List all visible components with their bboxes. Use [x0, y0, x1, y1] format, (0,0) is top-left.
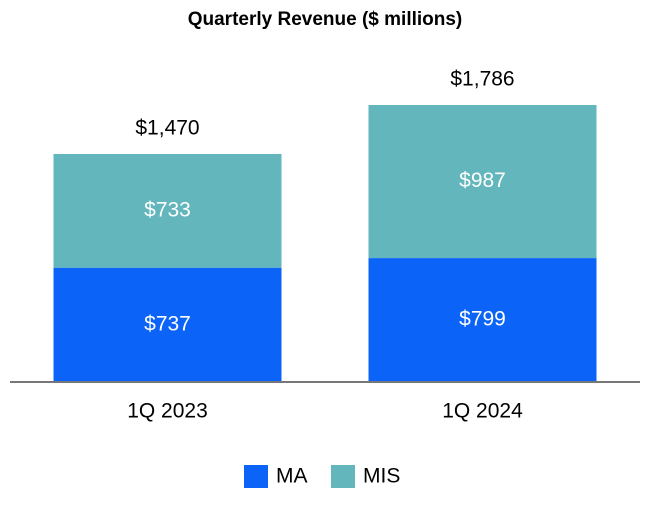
legend-swatch	[244, 465, 268, 488]
segment-label: $987	[459, 169, 506, 192]
bar-segment	[368, 258, 597, 382]
chart-title: Quarterly Revenue ($ millions)	[188, 9, 463, 30]
legend-label: MIS	[363, 465, 400, 488]
segment-label: $799	[459, 308, 506, 331]
legend-swatch	[331, 465, 355, 488]
total-label: $1,786	[450, 68, 514, 91]
x-tick-label: 1Q 2024	[442, 400, 523, 423]
bar-segment	[53, 154, 282, 268]
bar-segment	[368, 105, 597, 259]
x-tick-label: 1Q 2023	[127, 400, 208, 423]
total-label: $1,470	[135, 117, 199, 140]
segment-label: $737	[144, 312, 191, 335]
bar-segment	[53, 267, 282, 382]
legend-label: MA	[276, 465, 308, 488]
segment-label: $733	[144, 198, 191, 221]
